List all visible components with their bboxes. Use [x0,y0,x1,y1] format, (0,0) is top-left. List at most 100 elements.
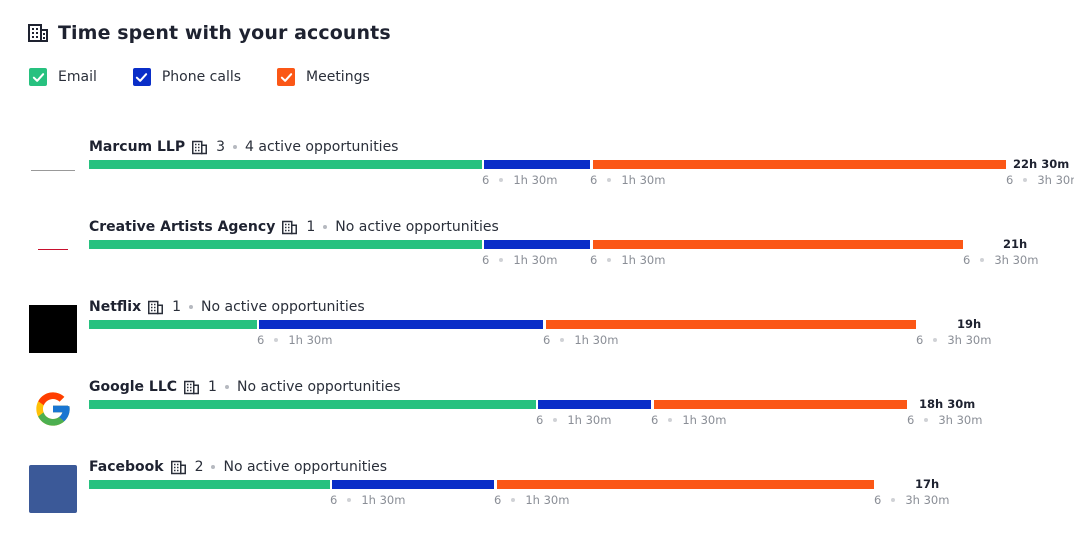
phone-calls-bar[interactable] [484,240,590,249]
segment-count: 6 [482,173,490,187]
segment-count: 6 [916,333,924,347]
phone-calls-checkbox[interactable] [132,68,151,86]
google-logo [29,385,77,433]
legend-item-email[interactable]: Email [29,68,97,86]
legend-label: Phone calls [161,69,242,85]
email-bar[interactable] [89,240,482,249]
account-header: Netflix 1 No active opportunities [89,297,365,317]
email-bar[interactable] [89,160,482,169]
segment-time: 1h 30m [288,333,333,347]
segment-time: 1h 30m [574,333,619,347]
header: Time spent with your accounts [28,20,391,46]
phone-calls-bar[interactable] [332,480,494,489]
segment-time: 3h 30m [947,333,992,347]
segment-time: 3h 30m [905,493,950,507]
email-bar-label: 6 1h 30m [257,333,332,347]
account-total: 18h 30m [919,397,976,411]
separator-dot [607,178,612,182]
account-row[interactable]: Creative Artists Agency 1 No active opport… [0,213,1074,283]
segment-count: 6 [494,493,502,507]
separator-dot [511,498,516,502]
meetings-bar-label: 6 3h 30m [874,493,949,507]
account-row[interactable]: Netflix 1 No active opportunities 6 1h 30m 6 1… [0,293,1074,363]
account-total: 19h [957,317,982,331]
segment-time: 1h 30m [567,413,612,427]
account-row[interactable]: Marcum LLP 3 4 active opportunities 6 1h 30m… [0,133,1074,203]
building-icon [28,24,48,42]
account-name[interactable]: Facebook [89,459,164,475]
separator-dot [233,145,238,149]
separator-dot [553,418,558,422]
separator-dot [323,225,328,229]
caa-logo [29,225,77,273]
meetings-bar[interactable] [546,320,916,329]
account-count: 3 [216,139,226,155]
checkmark-icon [280,72,292,82]
segment-time: 1h 30m [621,253,666,267]
account-opportunities: No active opportunities [236,379,401,395]
phone-calls-bar[interactable] [484,160,590,169]
phone-calls-bar-label: 6 1h 30m [543,333,618,347]
account-name[interactable]: Netflix [89,299,142,315]
segment-time: 1h 30m [682,413,727,427]
account-name[interactable]: Google LLC [89,379,178,395]
account-opportunities: No active opportunities [201,299,365,315]
segment-count: 6 [590,173,598,187]
separator-dot [924,418,929,422]
meetings-bar[interactable] [593,240,963,249]
separator-dot [980,258,985,262]
separator-dot [607,258,612,262]
meetings-bar-label: 6 3h 30m [916,333,991,347]
account-row[interactable]: Google LLC 1 No active opportunities 6 1h 30… [0,373,1074,443]
page-title: Time spent with your accounts [58,22,391,44]
meetings-bar[interactable] [593,160,1006,169]
segment-time: 1h 30m [621,173,666,187]
account-total: 22h 30m [1013,157,1070,171]
segment-time: 3h 30m [1037,173,1074,187]
separator-dot [224,385,229,389]
meetings-checkbox[interactable] [277,68,296,86]
meetings-bar[interactable] [497,480,874,489]
segment-time: 1h 30m [513,173,558,187]
meetings-bar-label: 6 3h 30m [963,253,1038,267]
segment-count: 6 [543,333,551,347]
account-header: Creative Artists Agency 1 No active opport… [89,217,499,237]
separator-dot [933,338,938,342]
account-count: 1 [172,299,182,315]
phone-calls-bar-label: 6 1h 30m [651,413,726,427]
segment-count: 6 [907,413,915,427]
building-icon [148,300,164,314]
separator-dot [211,465,216,469]
email-bar-label: 6 1h 30m [536,413,611,427]
account-count: 1 [208,379,217,395]
separator-dot [189,305,194,309]
email-bar-label: 6 1h 30m [330,493,405,507]
checkmark-icon [32,72,44,82]
legend-item-phone-calls[interactable]: Phone calls [132,68,242,86]
email-bar[interactable] [89,400,536,409]
separator-dot [560,338,565,342]
segment-count: 6 [963,253,971,267]
legend: Email Phone calls Meetings [29,67,406,87]
phone-calls-bar-label: 6 1h 30m [590,253,665,267]
segment-count: 6 [257,333,265,347]
segment-count: 6 [330,493,338,507]
account-name[interactable]: Creative Artists Agency [89,219,276,235]
email-bar[interactable] [89,480,330,489]
segment-time: 3h 30m [938,413,983,427]
phone-calls-bar[interactable] [538,400,651,409]
account-count: 1 [306,219,316,235]
account-total: 21h [1003,237,1028,251]
email-bar-label: 6 1h 30m [482,173,557,187]
email-bar[interactable] [89,320,257,329]
segment-time: 3h 30m [994,253,1039,267]
google-logo-mark [36,392,70,426]
segment-time: 1h 30m [361,493,406,507]
meetings-bar[interactable] [654,400,907,409]
legend-item-meetings[interactable]: Meetings [277,68,370,86]
account-header: Marcum LLP 3 4 active opportunities [89,137,398,157]
phone-calls-bar[interactable] [259,320,543,329]
account-name[interactable]: Marcum LLP [89,139,186,155]
email-checkbox[interactable] [29,68,47,86]
account-row[interactable]: Facebook 2 No active opportunities 6 1h 30m 6… [0,453,1074,523]
